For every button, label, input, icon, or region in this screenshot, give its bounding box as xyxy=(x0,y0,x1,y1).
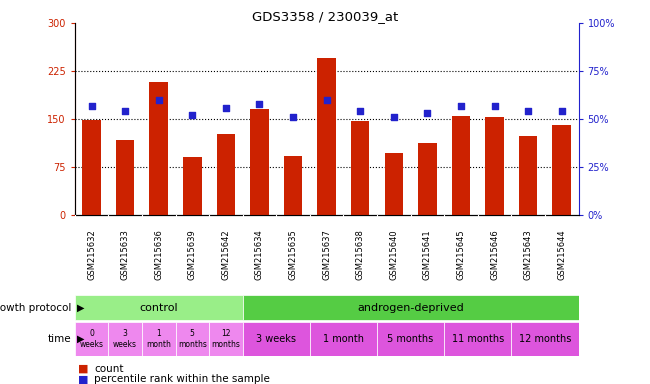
Text: ■: ■ xyxy=(78,374,88,384)
FancyBboxPatch shape xyxy=(142,323,176,356)
FancyBboxPatch shape xyxy=(109,323,142,356)
Text: GSM215643: GSM215643 xyxy=(524,229,532,280)
Text: GSM215636: GSM215636 xyxy=(154,229,163,280)
Text: GSM215635: GSM215635 xyxy=(289,229,298,280)
Text: count: count xyxy=(94,364,124,374)
Bar xyxy=(284,156,302,215)
Text: 0
weeks: 0 weeks xyxy=(79,329,103,349)
FancyBboxPatch shape xyxy=(209,323,242,356)
Text: GSM215642: GSM215642 xyxy=(222,229,230,280)
FancyBboxPatch shape xyxy=(75,295,242,320)
Bar xyxy=(418,143,437,215)
Point xyxy=(153,97,164,103)
Text: 12 months: 12 months xyxy=(519,334,571,344)
Bar xyxy=(486,117,504,215)
FancyBboxPatch shape xyxy=(242,295,578,320)
Text: androgen-deprived: androgen-deprived xyxy=(358,303,464,313)
FancyBboxPatch shape xyxy=(377,323,444,356)
FancyBboxPatch shape xyxy=(75,323,109,356)
FancyBboxPatch shape xyxy=(512,323,578,356)
Bar xyxy=(83,120,101,215)
Text: GSM215633: GSM215633 xyxy=(121,229,129,280)
Point xyxy=(489,103,500,109)
Point xyxy=(120,108,130,114)
Point xyxy=(355,108,365,114)
Text: ■: ■ xyxy=(78,364,88,374)
Text: growth protocol: growth protocol xyxy=(0,303,72,313)
Point xyxy=(422,110,433,116)
Text: GDS3358 / 230039_at: GDS3358 / 230039_at xyxy=(252,10,398,23)
Text: GSM215640: GSM215640 xyxy=(389,229,398,280)
Bar xyxy=(552,126,571,215)
Text: 1
month: 1 month xyxy=(146,329,171,349)
Point xyxy=(187,112,198,118)
FancyBboxPatch shape xyxy=(310,323,377,356)
Text: control: control xyxy=(139,303,178,313)
FancyBboxPatch shape xyxy=(176,323,209,356)
Text: 3 weeks: 3 weeks xyxy=(256,334,296,344)
Text: 5 months: 5 months xyxy=(387,334,434,344)
Text: 5
months: 5 months xyxy=(178,329,207,349)
Text: 3
weeks: 3 weeks xyxy=(113,329,137,349)
Text: 1 month: 1 month xyxy=(323,334,364,344)
Point xyxy=(456,103,466,109)
Text: GSM215638: GSM215638 xyxy=(356,229,365,280)
Bar xyxy=(351,121,369,215)
Point xyxy=(523,108,533,114)
Point xyxy=(321,97,332,103)
Point xyxy=(220,104,231,111)
Text: ▶: ▶ xyxy=(77,303,85,313)
Text: 12
months: 12 months xyxy=(211,329,240,349)
Text: 11 months: 11 months xyxy=(452,334,504,344)
Point xyxy=(389,114,399,120)
Text: percentile rank within the sample: percentile rank within the sample xyxy=(94,374,270,384)
Text: GSM215639: GSM215639 xyxy=(188,229,197,280)
Bar xyxy=(150,82,168,215)
Text: ▶: ▶ xyxy=(77,334,85,344)
Bar xyxy=(385,153,403,215)
Text: GSM215641: GSM215641 xyxy=(423,229,432,280)
Text: time: time xyxy=(48,334,72,344)
Point xyxy=(86,103,97,109)
Bar xyxy=(250,109,268,215)
Text: GSM215634: GSM215634 xyxy=(255,229,264,280)
Text: GSM215637: GSM215637 xyxy=(322,229,331,280)
Text: GSM215646: GSM215646 xyxy=(490,229,499,280)
FancyBboxPatch shape xyxy=(242,323,310,356)
Point xyxy=(556,108,567,114)
Bar xyxy=(519,136,538,215)
Bar xyxy=(183,157,202,215)
Bar xyxy=(116,139,135,215)
Text: GSM215645: GSM215645 xyxy=(456,229,465,280)
FancyBboxPatch shape xyxy=(444,323,512,356)
Bar xyxy=(216,134,235,215)
Bar xyxy=(452,116,470,215)
Text: GSM215632: GSM215632 xyxy=(87,229,96,280)
Point xyxy=(288,114,298,120)
Bar xyxy=(317,58,336,215)
Point xyxy=(254,101,265,107)
Text: GSM215644: GSM215644 xyxy=(557,229,566,280)
